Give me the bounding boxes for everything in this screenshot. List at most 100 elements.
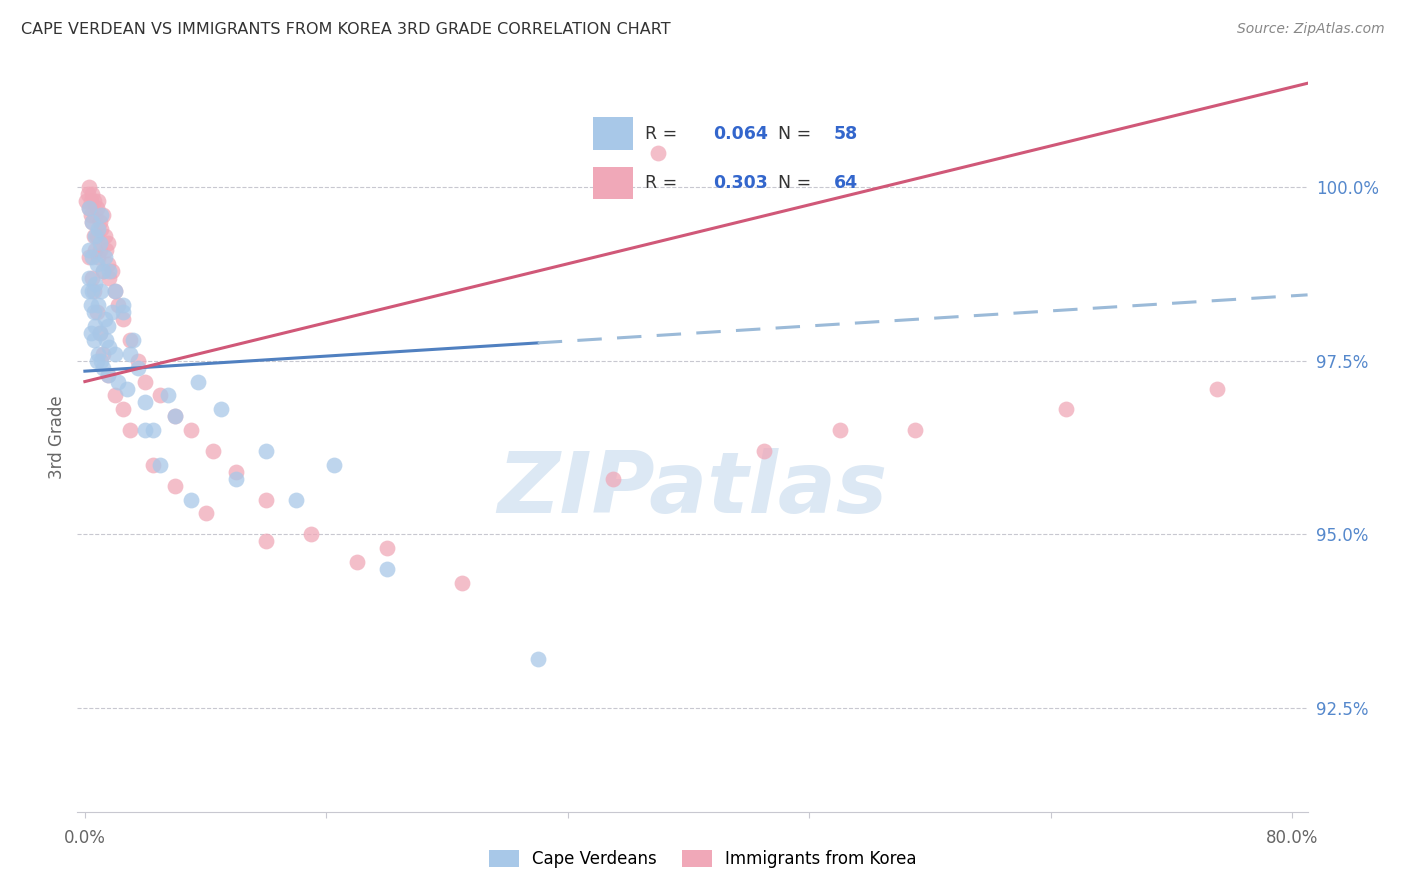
Point (647, 145, 669, 160)
Point (80, 194, 103, 209)
Point (82, 285, 104, 299)
Point (96, 257, 118, 271)
Text: ZIPatlas: ZIPatlas (498, 448, 887, 531)
Point (75, 194, 97, 209)
Text: N =: N = (779, 174, 817, 192)
Point (104, 388, 127, 402)
Point (149, 458, 172, 472)
Point (602, 472, 624, 486)
Point (104, 285, 127, 299)
Point (98, 340, 121, 354)
Point (149, 388, 172, 402)
Point (90, 353, 112, 368)
Point (86, 305, 108, 319)
Point (84, 243, 107, 257)
Point (89, 326, 111, 340)
Point (83, 305, 105, 319)
Point (89, 235, 111, 250)
Text: 0.303: 0.303 (713, 174, 768, 192)
Point (94, 333, 117, 347)
Point (79, 243, 101, 257)
Point (375, 541, 398, 555)
Point (84, 228, 107, 243)
Point (111, 305, 134, 319)
Point (87, 250, 110, 264)
Text: 80.0%: 80.0% (1267, 829, 1319, 847)
Point (127, 353, 149, 368)
Point (323, 458, 346, 472)
Point (79, 201, 101, 215)
Point (101, 263, 124, 277)
Point (80, 208, 103, 222)
Point (127, 360, 149, 375)
Text: 0.0%: 0.0% (63, 829, 105, 847)
Point (180, 423, 202, 437)
Point (87, 222, 110, 236)
Point (90, 285, 112, 299)
Point (83, 228, 105, 243)
Point (84, 319, 107, 334)
Point (90, 222, 112, 236)
Point (101, 305, 124, 319)
Point (142, 458, 165, 472)
Point (202, 444, 225, 458)
Point (79, 250, 101, 264)
Point (89, 215, 111, 229)
Point (107, 375, 129, 389)
Text: R =: R = (645, 125, 683, 143)
Point (87, 347, 110, 361)
Y-axis label: 3rd Grade: 3rd Grade (48, 395, 66, 479)
Point (111, 298, 134, 312)
Point (165, 478, 187, 492)
Point (187, 375, 209, 389)
Point (82, 270, 104, 285)
Point (299, 527, 322, 541)
Point (111, 312, 134, 326)
Point (122, 333, 145, 347)
Point (86, 353, 108, 368)
Point (93, 250, 115, 264)
Point (194, 507, 217, 521)
Point (79, 180, 101, 194)
Point (107, 298, 129, 312)
Point (526, 652, 548, 666)
Point (86, 201, 108, 215)
Point (254, 534, 277, 549)
Bar (593, 118, 633, 150)
Point (82, 215, 104, 229)
Point (77, 187, 100, 202)
Point (86, 257, 108, 271)
Point (93, 228, 115, 243)
Point (752, 444, 775, 458)
Point (180, 492, 202, 507)
Point (165, 409, 187, 424)
Legend: Cape Verdeans, Immigrants from Korea: Cape Verdeans, Immigrants from Korea (482, 843, 924, 875)
Point (1054, 402, 1077, 417)
Point (134, 395, 156, 409)
Point (120, 423, 142, 437)
Point (115, 382, 138, 396)
Text: 64: 64 (834, 174, 858, 192)
Point (375, 562, 398, 576)
Point (84, 208, 107, 222)
Point (82, 250, 104, 264)
Point (90, 208, 112, 222)
Point (96, 368, 118, 382)
Point (94, 243, 117, 257)
Text: 0.064: 0.064 (713, 125, 768, 143)
Text: R =: R = (645, 174, 683, 192)
Point (91, 263, 114, 277)
Point (285, 492, 308, 507)
Point (79, 270, 101, 285)
Point (104, 285, 127, 299)
Point (86, 228, 108, 243)
Point (80, 326, 103, 340)
Point (346, 555, 368, 569)
Point (120, 347, 142, 361)
Text: N =: N = (779, 125, 817, 143)
Point (91, 360, 114, 375)
Point (82, 215, 104, 229)
Point (1206, 382, 1229, 396)
Point (254, 492, 277, 507)
Point (96, 319, 118, 334)
